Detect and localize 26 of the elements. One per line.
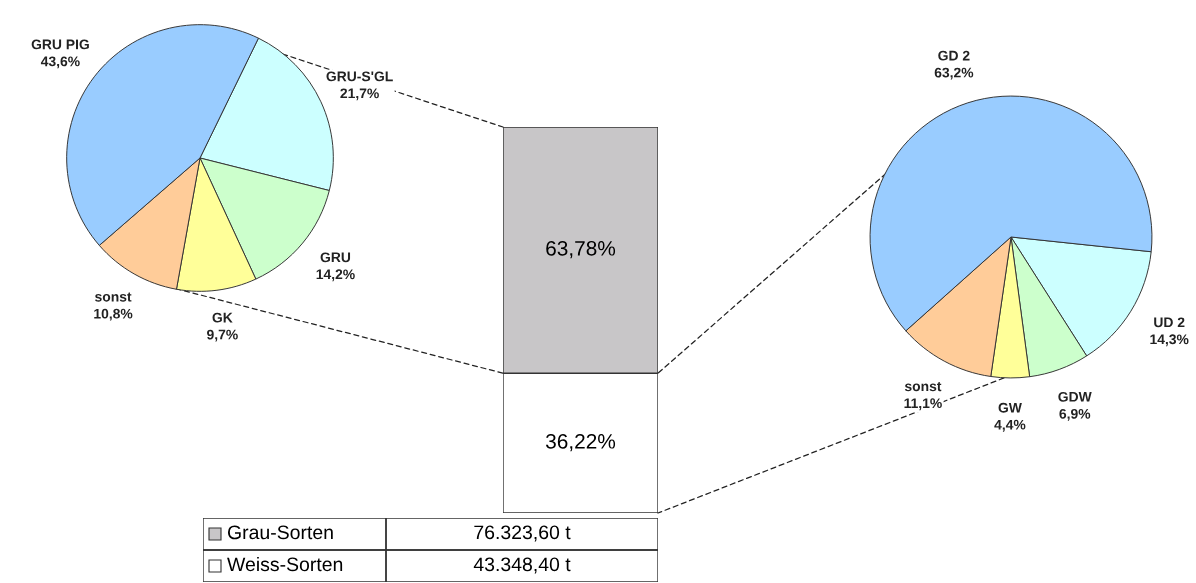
data-label: 14,2% bbox=[316, 269, 355, 282]
data-label: 10,8% bbox=[94, 308, 133, 321]
slice-label: GRU bbox=[320, 252, 351, 263]
text: 76.323,60 t bbox=[474, 525, 571, 542]
text: 43.348,40 t bbox=[473, 557, 571, 574]
legend-label: Weiss-Sorten bbox=[227, 556, 343, 572]
data-label: 14,3% bbox=[1150, 334, 1189, 347]
data-label: 63,2% bbox=[934, 67, 974, 80]
slice-label: GDW bbox=[1058, 391, 1092, 402]
data-label: 43,6% bbox=[40, 56, 80, 69]
data-label: 11,1% bbox=[904, 398, 942, 411]
slice-label: UD 2 bbox=[1154, 317, 1185, 328]
data-label: 6,9% bbox=[1059, 408, 1091, 421]
data-label: 21,7% bbox=[340, 88, 379, 101]
slice-label: GD 2 bbox=[938, 50, 970, 61]
data-label: 63,78% bbox=[546, 240, 616, 259]
slice-label: GRU-S'GL bbox=[326, 71, 393, 82]
slice-label: GK bbox=[212, 312, 233, 323]
slice-label: GW bbox=[998, 402, 1022, 413]
slice-label: sonst bbox=[95, 292, 132, 302]
data-label: 4,4% bbox=[994, 419, 1026, 432]
slice-label: GRU PIG bbox=[31, 39, 89, 50]
legend-label: Grau-Sorten bbox=[227, 525, 333, 540]
slice-label: sonst bbox=[904, 381, 942, 392]
data-label: 36,22% bbox=[545, 433, 616, 452]
data-label: 9,7% bbox=[207, 329, 238, 342]
